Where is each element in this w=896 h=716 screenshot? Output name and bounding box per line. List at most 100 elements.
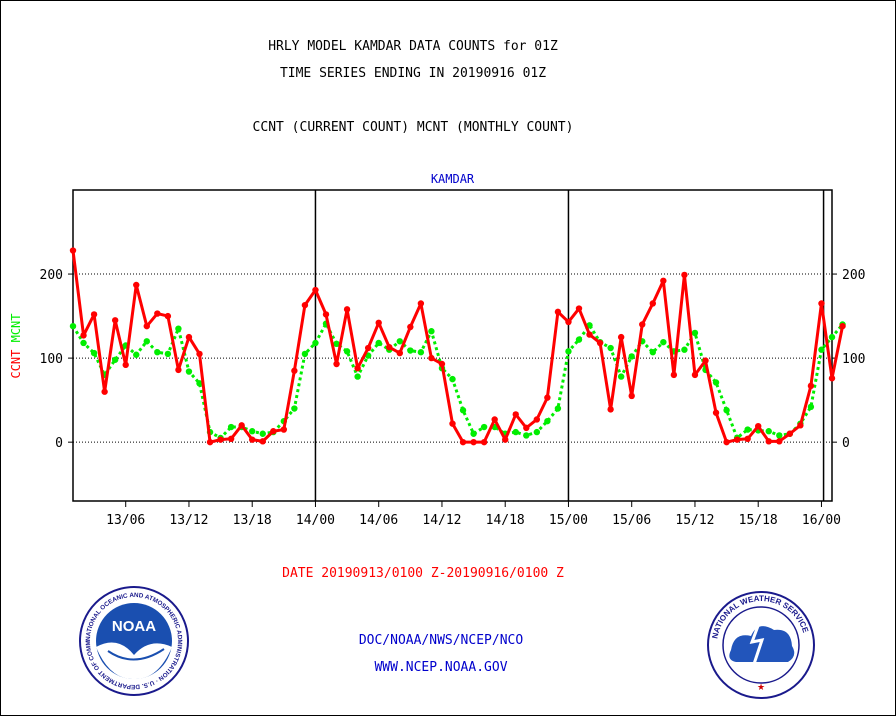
x-tick-label: 15/00 bbox=[549, 513, 588, 528]
nws-logo: NATIONAL WEATHER SERVICE ★ bbox=[707, 591, 815, 699]
org-text: DOC/NOAA/NWS/NCEP/NCO bbox=[358, 633, 524, 648]
data-point-ccnt bbox=[523, 424, 530, 432]
data-point-ccnt bbox=[143, 322, 150, 330]
y-tick-label-right: 100 bbox=[842, 352, 865, 367]
data-point-ccnt bbox=[185, 333, 193, 341]
data-point-ccnt bbox=[259, 438, 266, 445]
date-range: DATE 20190913/0100 Z-20190916/0100 Z bbox=[282, 566, 564, 581]
data-point-ccnt bbox=[386, 343, 393, 351]
data-point-mcnt bbox=[554, 405, 562, 412]
data-point-ccnt bbox=[565, 318, 572, 326]
data-point-mcnt bbox=[333, 340, 340, 348]
y-axis-label-mcnt: MCNT bbox=[9, 313, 23, 342]
data-point-mcnt bbox=[143, 338, 150, 345]
data-point-ccnt bbox=[797, 422, 804, 429]
data-point-mcnt bbox=[291, 405, 298, 412]
data-point-ccnt bbox=[459, 438, 467, 446]
data-point-ccnt bbox=[449, 420, 456, 427]
nws-star-icon: ★ bbox=[757, 682, 765, 692]
data-point-ccnt bbox=[702, 357, 709, 364]
data-point-ccnt bbox=[544, 394, 551, 401]
data-point-ccnt bbox=[670, 371, 678, 379]
data-point-ccnt bbox=[396, 349, 403, 357]
data-point-ccnt bbox=[354, 364, 361, 372]
x-tick-label: 15/06 bbox=[612, 513, 651, 528]
data-point-mcnt bbox=[227, 423, 235, 431]
data-point-ccnt bbox=[270, 428, 277, 435]
data-point-mcnt bbox=[617, 373, 625, 380]
data-point-ccnt bbox=[343, 306, 351, 313]
noaa-logo-label: NOAA bbox=[112, 618, 156, 635]
data-point-mcnt bbox=[185, 368, 193, 375]
data-point-ccnt bbox=[164, 312, 172, 320]
data-point-ccnt bbox=[596, 339, 604, 347]
data-point-ccnt bbox=[217, 436, 224, 443]
data-point-ccnt bbox=[122, 361, 129, 369]
data-point-mcnt bbox=[523, 432, 530, 439]
data-point-ccnt bbox=[649, 300, 656, 307]
data-point-ccnt bbox=[712, 409, 720, 416]
data-point-mcnt bbox=[343, 348, 351, 355]
data-point-mcnt bbox=[449, 375, 456, 383]
series-line-ccnt bbox=[71, 250, 845, 444]
data-point-ccnt bbox=[312, 286, 319, 294]
noaa-logo: NOAA NATIONAL OCEANIC AND ATMOSPHERIC AD… bbox=[78, 585, 189, 696]
data-point-ccnt bbox=[333, 360, 340, 368]
data-point-ccnt bbox=[175, 366, 182, 374]
y-tick-label-right: 0 bbox=[842, 436, 850, 451]
data-point-mcnt bbox=[69, 322, 77, 330]
x-tick-label: 13/18 bbox=[233, 513, 272, 528]
data-point-mcnt bbox=[765, 428, 772, 435]
title-line-3: CCNT (CURRENT COUNT) MCNT (MONTHLY COUNT… bbox=[252, 120, 574, 135]
data-point-ccnt bbox=[470, 438, 477, 446]
x-tick-label: 14/00 bbox=[296, 513, 335, 528]
data-point-mcnt bbox=[249, 428, 256, 435]
data-point-mcnt bbox=[459, 407, 467, 414]
y-tick-label-left: 200 bbox=[40, 268, 63, 283]
data-point-mcnt bbox=[544, 417, 551, 425]
data-point-mcnt bbox=[154, 349, 161, 356]
data-point-mcnt bbox=[354, 373, 361, 380]
data-point-ccnt bbox=[818, 300, 825, 307]
data-point-ccnt bbox=[776, 438, 783, 445]
data-point-ccnt bbox=[111, 317, 119, 324]
data-point-ccnt bbox=[755, 422, 762, 430]
x-tick-label: 16/00 bbox=[802, 513, 841, 528]
data-point-mcnt bbox=[681, 346, 688, 353]
data-point-ccnt bbox=[438, 360, 446, 368]
data-point-ccnt bbox=[206, 438, 214, 446]
data-point-mcnt bbox=[565, 348, 572, 355]
data-point-ccnt bbox=[723, 438, 730, 446]
title-line-2: TIME SERIES ENDING IN 20190916 01Z bbox=[279, 66, 547, 81]
data-point-mcnt bbox=[417, 349, 425, 356]
data-point-ccnt bbox=[428, 354, 435, 362]
data-point-mcnt bbox=[607, 344, 614, 352]
data-point-ccnt bbox=[301, 301, 309, 309]
data-point-mcnt bbox=[480, 423, 488, 431]
x-tick-label: 14/06 bbox=[359, 513, 398, 528]
data-point-ccnt bbox=[733, 436, 741, 443]
data-point-mcnt bbox=[407, 347, 414, 354]
data-point-ccnt bbox=[533, 416, 541, 423]
data-point-ccnt bbox=[786, 430, 794, 437]
data-point-mcnt bbox=[691, 329, 699, 337]
data-point-mcnt bbox=[712, 379, 720, 386]
data-point-mcnt bbox=[807, 403, 815, 411]
data-point-ccnt bbox=[586, 331, 593, 338]
chart-title: KAMDAR bbox=[431, 172, 475, 186]
data-point-ccnt bbox=[681, 271, 688, 279]
data-point-ccnt bbox=[280, 426, 288, 433]
data-point-mcnt bbox=[533, 428, 541, 436]
data-point-ccnt bbox=[828, 375, 836, 382]
data-point-ccnt bbox=[364, 344, 372, 352]
data-point-ccnt bbox=[639, 321, 646, 328]
data-point-ccnt bbox=[291, 367, 298, 374]
data-point-mcnt bbox=[828, 333, 836, 341]
x-tick-label: 13/06 bbox=[106, 513, 145, 528]
data-point-mcnt bbox=[259, 430, 266, 437]
x-tick-label: 14/18 bbox=[486, 513, 525, 528]
data-point-mcnt bbox=[133, 351, 140, 358]
data-point-mcnt bbox=[111, 356, 119, 363]
x-tick-label: 14/12 bbox=[422, 513, 461, 528]
y-axis-label-ccnt: CCNT bbox=[9, 342, 23, 378]
